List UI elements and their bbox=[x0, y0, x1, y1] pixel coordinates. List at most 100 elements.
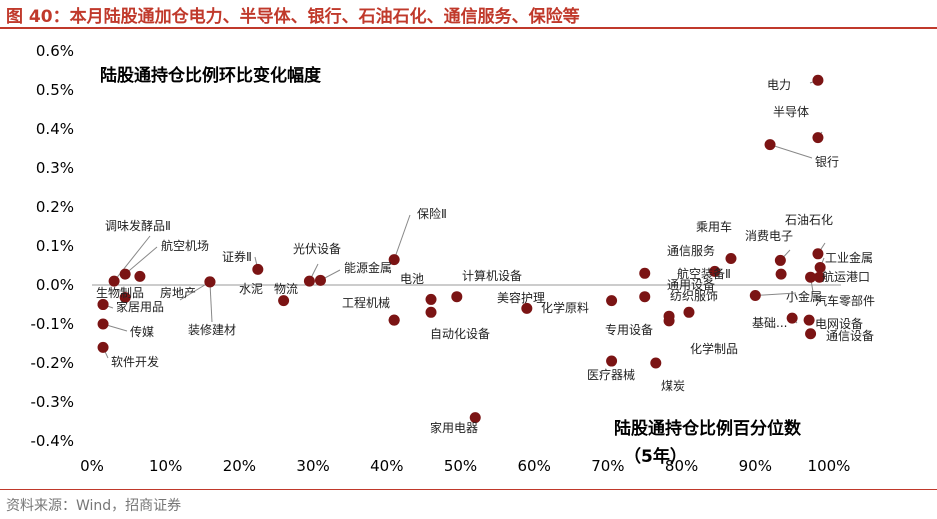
data-point bbox=[204, 276, 216, 288]
y-tick-label: 0.1% bbox=[36, 237, 74, 255]
data-point bbox=[521, 302, 533, 314]
point-label: 家居用品 bbox=[116, 299, 164, 314]
data-point bbox=[252, 263, 264, 275]
data-point bbox=[812, 74, 824, 86]
data-point bbox=[749, 290, 761, 302]
data-point bbox=[278, 295, 290, 307]
point-label: 纺织服饰 bbox=[670, 289, 718, 303]
point-label: 物流 bbox=[274, 282, 298, 296]
x-tick-label: 10% bbox=[149, 457, 182, 475]
point-label: 家用电器 bbox=[430, 420, 478, 435]
point-label: 航空机场 bbox=[161, 238, 209, 253]
data-point bbox=[814, 261, 826, 273]
y-tick-label: 0.4% bbox=[36, 120, 74, 138]
x-tick-label: 50% bbox=[444, 457, 477, 475]
source-note: 资料来源：Wind，招商证券 bbox=[6, 498, 182, 514]
data-point bbox=[425, 306, 437, 318]
y-tick-label: -0.2% bbox=[30, 354, 74, 372]
x-tick-label: 100% bbox=[808, 457, 851, 475]
x-tick-label: 20% bbox=[223, 457, 256, 475]
y-tick-label: 0.0% bbox=[36, 276, 74, 294]
point-label: 美容护理 bbox=[497, 290, 545, 305]
data-point bbox=[606, 355, 618, 367]
point-label: 化学制品 bbox=[690, 341, 738, 356]
data-point bbox=[774, 254, 786, 266]
point-label: 保险Ⅱ bbox=[417, 206, 447, 221]
point-label: 通信服务 bbox=[667, 243, 715, 258]
y-tick-label: -0.4% bbox=[30, 432, 74, 450]
data-point bbox=[650, 357, 662, 369]
y-tick-label: 0.5% bbox=[36, 81, 74, 99]
point-label: 乘用车 bbox=[696, 219, 732, 234]
point-label: 计算机设备 bbox=[462, 268, 522, 283]
x-axis-label-line2: （5年） bbox=[624, 446, 687, 467]
point-label: 航空装备Ⅱ bbox=[677, 266, 731, 281]
figure-title: 图 40：本月陆股通加仓电力、半导体、银行、石油石化、通信服务、保险等 bbox=[6, 7, 580, 27]
point-label: 传媒 bbox=[130, 324, 154, 339]
point-label: 水泥 bbox=[239, 282, 263, 296]
data-point bbox=[97, 341, 109, 353]
leader-line bbox=[769, 144, 813, 159]
data-point bbox=[805, 271, 817, 283]
leader-line bbox=[179, 281, 211, 301]
y-tick-label: 0.6% bbox=[36, 42, 74, 60]
point-label: 光伏设备 bbox=[293, 242, 341, 256]
point-label: 化学原料 bbox=[541, 300, 589, 315]
point-label: 专用设备 bbox=[605, 322, 653, 337]
y-tick-labels: 0.6% 0.5% 0.4% 0.3% 0.2% 0.1% 0.0% -0.1% -0.2% -0… bbox=[30, 42, 74, 450]
point-label: 工业金属 bbox=[825, 250, 873, 265]
point-label: 石油石化 bbox=[785, 213, 833, 227]
data-point bbox=[805, 328, 817, 340]
y-tick-label: -0.3% bbox=[30, 393, 74, 411]
data-point bbox=[764, 139, 776, 151]
data-point bbox=[97, 318, 109, 330]
data-point bbox=[725, 252, 737, 264]
point-label: 通信设备 bbox=[826, 329, 874, 343]
data-point bbox=[119, 268, 131, 280]
point-label: 航运港口 bbox=[822, 269, 870, 284]
x-axis-label: 陆股通持仓比例百分位数 bbox=[614, 418, 802, 439]
point-label: 电力 bbox=[767, 78, 791, 92]
data-point bbox=[812, 132, 824, 144]
data-point bbox=[663, 315, 675, 327]
point-label: 消费电子 bbox=[745, 229, 793, 243]
x-tick-label: 90% bbox=[739, 457, 772, 475]
leader-line bbox=[755, 292, 797, 297]
data-point bbox=[803, 314, 815, 326]
data-point bbox=[812, 248, 824, 260]
point-label: 装修建材 bbox=[188, 322, 236, 337]
source-rule bbox=[0, 489, 937, 490]
data-point bbox=[119, 291, 131, 303]
point-label: 银行 bbox=[815, 155, 839, 169]
y-tick-label: 0.2% bbox=[36, 198, 74, 216]
data-point bbox=[709, 265, 721, 277]
point-label: 电池 bbox=[400, 272, 424, 286]
x-tick-label: 30% bbox=[296, 457, 329, 475]
point-label: 半导体 bbox=[773, 105, 809, 119]
data-point bbox=[314, 274, 326, 286]
point-label: 通用设备 bbox=[667, 278, 715, 292]
data-point bbox=[97, 299, 109, 310]
point-label: 房地产 bbox=[160, 285, 196, 300]
data-point bbox=[134, 270, 146, 282]
point-label: 能源金属 bbox=[344, 260, 392, 275]
x-tick-label: 40% bbox=[370, 457, 403, 475]
x-tick-label: 0% bbox=[80, 457, 104, 475]
point-label: 证券Ⅱ bbox=[222, 249, 252, 264]
data-point bbox=[388, 254, 400, 266]
data-point bbox=[108, 275, 120, 287]
point-label: 基础... bbox=[752, 316, 787, 330]
point-label: 汽车零部件 bbox=[815, 293, 875, 308]
point-label: 医疗器械 bbox=[587, 367, 635, 382]
scatter-chart: 0.6% 0.5% 0.4% 0.3% 0.2% 0.1% 0.0% -0.1% -0.2% -0… bbox=[30, 42, 875, 475]
y-tick-label: 0.3% bbox=[36, 159, 74, 177]
data-point bbox=[683, 306, 695, 318]
data-point bbox=[775, 268, 787, 280]
x-tick-label: 60% bbox=[518, 457, 551, 475]
point-label: 小金属 bbox=[786, 289, 822, 304]
data-points bbox=[97, 74, 826, 424]
data-point bbox=[303, 275, 315, 287]
data-point bbox=[469, 412, 481, 424]
data-point bbox=[451, 291, 463, 303]
